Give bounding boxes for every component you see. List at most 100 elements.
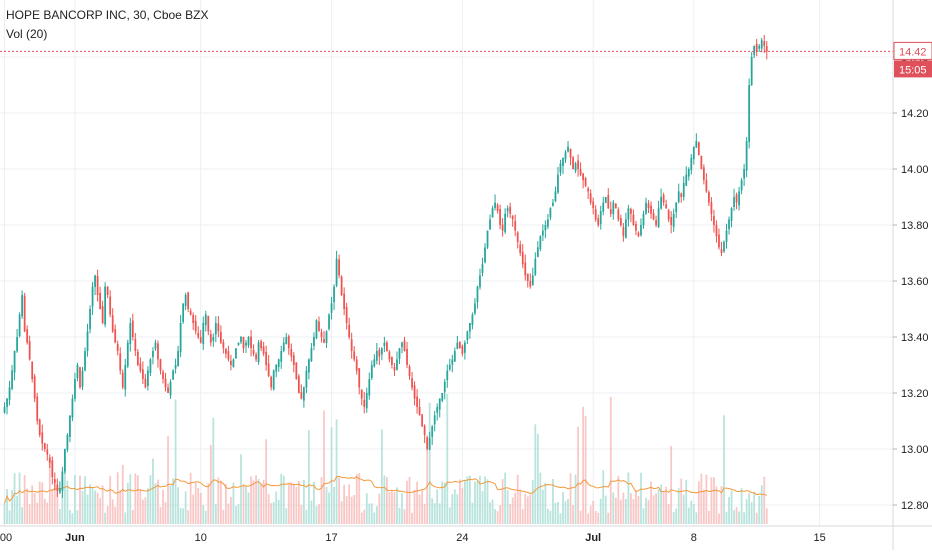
candle-body-158: [401, 342, 403, 348]
volume-bar-265: [670, 445, 673, 524]
candle-body-181: [458, 342, 461, 349]
volume-bar-108: [275, 491, 278, 524]
volume-bar-13: [36, 502, 39, 524]
candle-body-60: [154, 342, 157, 349]
candle-body-24: [64, 449, 66, 472]
candle-body-301: [760, 40, 763, 49]
volume-bar-241: [609, 396, 612, 524]
candle-body-36: [94, 275, 96, 287]
volume-bar-202: [511, 497, 514, 524]
candle-body-53: [136, 351, 139, 365]
volume-bar-173: [438, 503, 441, 524]
volume-bar-260: [657, 489, 660, 524]
volume-bar-84: [214, 504, 217, 524]
candle-body-69: [177, 351, 179, 367]
candle-body-111: [282, 342, 285, 351]
volume-bar-2: [8, 510, 11, 524]
candle-body-209: [529, 280, 532, 287]
candle-body-201: [509, 206, 512, 214]
candle-body-50: [129, 323, 132, 345]
volume-bar-164: [416, 481, 418, 524]
volume-bar-271: [685, 479, 688, 524]
candle-body-266: [672, 213, 675, 227]
candle-body-92: [235, 348, 237, 359]
candle-body-271: [685, 174, 688, 186]
candle-body-193: [489, 219, 491, 230]
candle-body-248: [627, 208, 630, 220]
candle-body-134: [340, 276, 343, 295]
volume-bar-139: [353, 495, 356, 524]
candle-body-81: [207, 315, 210, 332]
volume-bar-60: [154, 483, 157, 524]
volume-bar-5: [16, 496, 18, 524]
volume-bar-26: [69, 509, 71, 524]
volume-bar-289: [730, 490, 733, 524]
candle-body-236: [597, 218, 600, 225]
volume-bar-167: [423, 503, 426, 524]
candle-body-18: [48, 457, 51, 463]
candle-body-121: [308, 359, 310, 373]
candle-body-142: [360, 389, 363, 399]
volume-bar-169: [428, 402, 431, 524]
candle-body-70: [179, 323, 182, 353]
y-tick-label-5: 13.40: [901, 332, 929, 344]
volume-bar-178: [451, 494, 454, 524]
candle-body-157: [398, 348, 401, 359]
volume-bar-256: [647, 499, 650, 524]
candle-body-210: [531, 275, 534, 286]
volume-bar-252: [637, 496, 640, 524]
candle-body-160: [406, 348, 408, 365]
volume-bar-234: [592, 500, 595, 524]
candle-body-187: [474, 303, 476, 314]
candle-body-1: [6, 398, 8, 407]
candle-body-0: [3, 407, 6, 413]
candle-body-277: [700, 155, 703, 169]
volume-bar-114: [290, 482, 293, 524]
candle-body-130: [330, 303, 333, 313]
candle-body-64: [164, 378, 167, 388]
candle-body-263: [665, 204, 668, 209]
volume-bar-76: [194, 482, 197, 524]
volume-bar-131: [333, 487, 335, 524]
volume-bar-105: [267, 494, 270, 524]
volume-bar-143: [363, 509, 366, 524]
candle-body-274: [692, 146, 695, 160]
volume-bar-197: [499, 505, 501, 524]
candle-layer[interactable]: [3, 34, 768, 498]
volume-bar-53: [136, 475, 139, 524]
candle-body-174: [441, 393, 444, 401]
volume-bar-63: [162, 489, 164, 524]
candle-body-54: [139, 363, 142, 371]
candle-body-94: [240, 337, 242, 342]
volume-bar-259: [655, 493, 657, 524]
candle-body-262: [662, 194, 665, 203]
volume-bar-292: [738, 511, 740, 524]
volume-bar-151: [383, 475, 386, 524]
volume-bar-127: [323, 410, 325, 524]
candle-body-133: [338, 259, 340, 276]
volume-bar-297: [750, 502, 753, 524]
volume-bar-188: [476, 481, 479, 524]
volume-bar-196: [496, 511, 499, 524]
volume-bar-219: [554, 502, 557, 524]
volume-bar-30: [79, 475, 81, 524]
volume-bar-10: [28, 504, 31, 524]
candle-body-9: [26, 329, 29, 343]
x-tick-label-2: 10: [195, 532, 207, 544]
candle-body-73: [187, 292, 190, 309]
volume-bar-58: [149, 475, 152, 524]
candle-body-176: [446, 370, 449, 381]
candle-body-281: [710, 202, 713, 214]
candle-body-171: [433, 415, 436, 425]
candle-body-23: [61, 471, 64, 491]
volume-bar-29: [76, 510, 79, 524]
candle-body-188: [476, 286, 479, 303]
volume-bar-203: [514, 492, 517, 524]
volume-bar-51: [131, 510, 134, 524]
volume-bar-124: [315, 506, 318, 524]
candle-body-211: [534, 258, 537, 275]
volume-bar-284: [718, 513, 720, 524]
candle-body-242: [612, 202, 615, 215]
